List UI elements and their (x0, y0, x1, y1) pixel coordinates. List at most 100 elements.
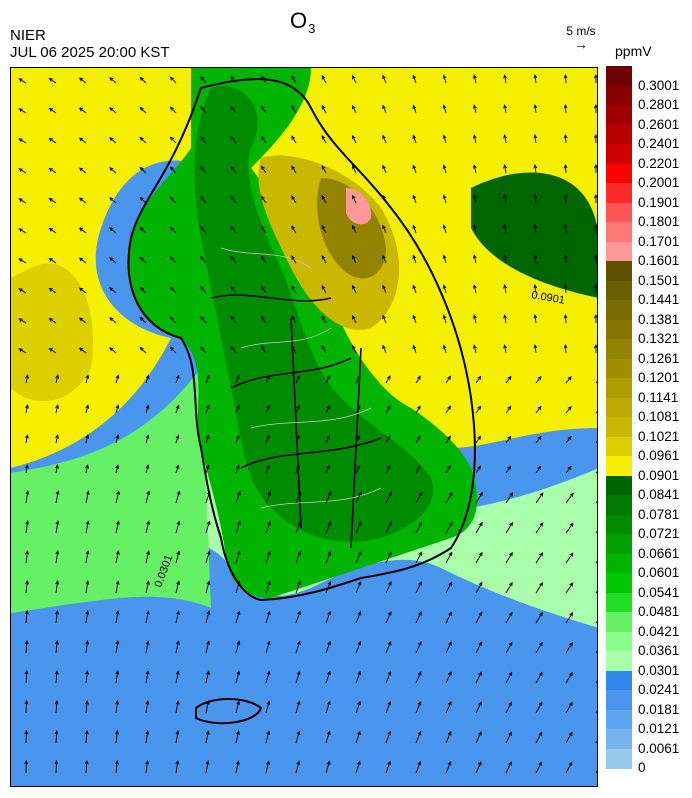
wind-arrow-icon (230, 165, 237, 174)
wind-arrow-icon (475, 465, 481, 474)
wind-arrow-icon (595, 381, 597, 384)
wind-arrow-icon (295, 580, 301, 594)
wind-arrow-icon (382, 194, 387, 204)
wind-arrow-icon (565, 522, 574, 534)
wind-arrow-icon (205, 490, 211, 504)
wind-arrow-icon (445, 465, 451, 474)
wind-arrow-icon (48, 77, 57, 84)
wind-arrow-icon (325, 434, 330, 444)
wind-arrow-icon (325, 760, 331, 774)
wind-arrow-icon (533, 224, 538, 234)
wind-arrow-icon (382, 284, 387, 294)
colorbar-tick-label: 0.0061 (638, 740, 680, 756)
wind-arrow-icon (265, 760, 270, 774)
wind-arrow-icon (145, 404, 150, 414)
wind-arrow-icon (85, 610, 90, 624)
wind-arrow-icon (200, 346, 207, 354)
wind-arrow-icon (115, 550, 120, 564)
wind-arrow-icon (175, 640, 180, 654)
wind-arrow-icon (442, 194, 447, 204)
wind-arrow-icon (535, 375, 542, 384)
wind-arrow-icon (260, 195, 267, 204)
wind-arrow-icon (205, 434, 210, 444)
timestamp-label: JUL 06 2025 20:00 KST (10, 44, 170, 61)
wind-arrow-icon (18, 108, 27, 114)
wind-arrow-icon (445, 731, 452, 744)
wind-arrow-icon (321, 195, 327, 204)
wind-arrow-icon (533, 254, 538, 264)
wind-arrow-icon (505, 551, 513, 564)
wind-arrow-icon (55, 464, 59, 474)
colorbar-tick-label: 0.0541 (638, 584, 680, 600)
wind-arrow-icon (472, 74, 477, 84)
wind-arrow-icon (325, 640, 331, 654)
colorbar-cell (606, 475, 632, 496)
colorbar-tick-label: 0.0361 (638, 643, 680, 658)
wind-arrow-icon (355, 610, 362, 624)
wind-arrow-icon (503, 284, 507, 294)
wind-arrow-icon (593, 163, 597, 174)
colorbar-tick-label: 0.0961 (638, 448, 680, 463)
wind-arrow-icon (200, 166, 207, 174)
wind-arrow-icon (235, 640, 241, 654)
wind-arrow-icon (505, 641, 513, 654)
wind-arrow-icon (593, 223, 597, 234)
wind-arrow-icon (565, 612, 574, 624)
wind-arrow-icon (145, 730, 150, 744)
wind-arrow-icon (355, 434, 361, 444)
wind-arrow-icon (291, 255, 297, 264)
colorbar-cell (606, 66, 632, 86)
wind-arrow-icon (412, 74, 417, 84)
wind-arrow-icon (535, 641, 543, 654)
wind-arrow-icon (200, 226, 207, 234)
wind-arrow-icon (385, 405, 391, 414)
colorbar-cell (606, 534, 632, 554)
wind-arrow-icon (321, 315, 327, 324)
wind-arrow-icon (260, 75, 267, 84)
wind-arrow-icon (24, 669, 29, 684)
wind-arrow-icon (472, 164, 477, 174)
wind-arrow-icon (352, 104, 357, 114)
wind-arrow-icon (84, 760, 89, 774)
wind-arrow-icon (503, 194, 507, 204)
wind-arrow-icon (415, 641, 422, 654)
wind-arrow-icon (78, 257, 87, 264)
wind-arrow-icon (109, 227, 117, 234)
wind-arrow-icon (382, 224, 387, 234)
wind-arrow-icon (415, 581, 422, 594)
wind-arrow-icon (442, 224, 447, 234)
wind-arrow-icon (230, 135, 237, 144)
title-subscript: 3 (308, 21, 316, 36)
wind-arrow-icon (442, 74, 447, 84)
wind-arrow-icon (139, 136, 147, 144)
wind-arrow-icon (535, 435, 542, 444)
wind-arrow-icon (265, 550, 271, 564)
wind-arrow-icon (85, 670, 89, 684)
wind-arrow-icon (535, 465, 542, 474)
wind-arrow-icon (85, 520, 90, 534)
wind-arrow-icon (382, 314, 387, 324)
wind-arrow-icon (291, 225, 297, 234)
wind-arrow-icon (593, 343, 597, 354)
wind-arrow-icon (139, 76, 147, 84)
colorbar-cell (606, 495, 632, 515)
wind-arrow-icon (85, 640, 90, 654)
wind-arrow-icon (78, 107, 87, 114)
wind-arrow-icon (503, 74, 507, 84)
wind-arrow-icon (205, 580, 211, 594)
wind-arrow-icon (352, 314, 357, 324)
wind-arrow-icon (563, 223, 568, 234)
wind-arrow-icon (109, 287, 117, 294)
wind-arrow-icon (24, 640, 29, 654)
wind-arrow-icon (109, 167, 117, 174)
wind-arrow-icon (18, 198, 27, 204)
wind-arrow-icon (115, 374, 120, 384)
wind-arrow-icon (55, 550, 60, 564)
wind-arrow-icon (445, 405, 451, 414)
wind-arrow-icon (85, 700, 89, 714)
wind-arrow-icon (475, 581, 483, 594)
wind-arrow-icon (115, 700, 120, 714)
wind-arrow-icon (145, 434, 150, 444)
colorbar-tick-label: 0.1501 (638, 272, 680, 288)
wind-arrow-icon (55, 640, 59, 654)
